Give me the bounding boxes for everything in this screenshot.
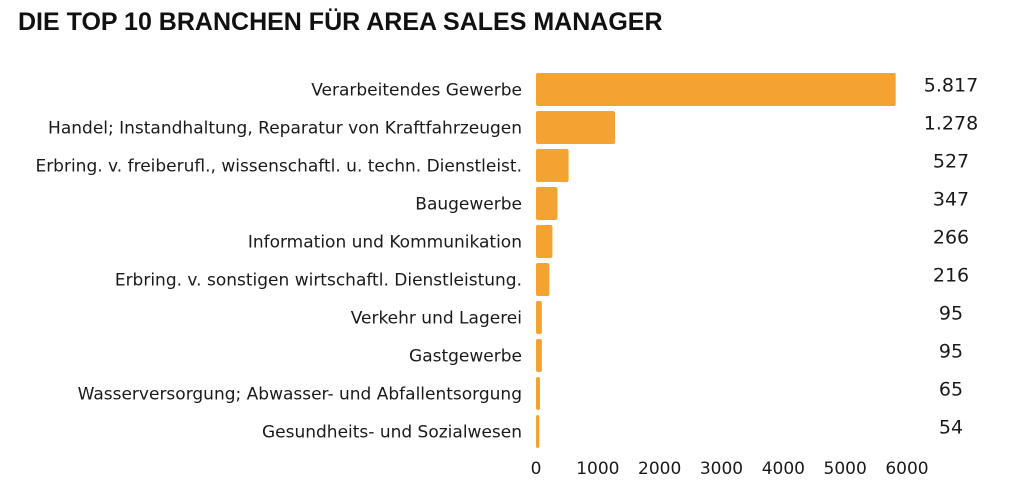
category-label: Verkehr und Lagerei: [351, 309, 522, 329]
category-label: Handel; Instandhaltung, Reparatur von Kr…: [48, 119, 522, 139]
bar: [536, 377, 541, 410]
category-label: Erbring. v. freiberufl., wissenschaftl. …: [35, 157, 522, 177]
bar: [536, 225, 553, 258]
x-tick-label: 0: [531, 459, 542, 479]
value-label: 266: [933, 227, 969, 249]
x-axis-ticks-group: 0 1000 2000 3000 4000 5000 6000: [531, 459, 929, 479]
category-label: Erbring. v. sonstigen wirtschaftl. Diens…: [115, 271, 522, 291]
x-tick-label: 2000: [638, 459, 681, 479]
bar: [536, 73, 896, 106]
category-label: Wasserversorgung; Abwasser- und Abfallen…: [78, 385, 522, 405]
x-tick-label: 3000: [700, 459, 743, 479]
value-label: 5.817: [924, 75, 978, 97]
bar: [536, 111, 616, 144]
category-labels-group: Verarbeitendes Gewerbe Handel; Instandhal…: [35, 81, 522, 443]
bar: [536, 339, 542, 372]
x-tick-label: 4000: [762, 459, 805, 479]
bar: [536, 263, 550, 296]
value-label: 95: [939, 303, 963, 325]
category-label: Information und Kommunikation: [248, 233, 522, 253]
x-tick-label: 6000: [885, 459, 928, 479]
x-tick-label: 5000: [824, 459, 867, 479]
chart-title: DIE TOP 10 BRANCHEN FÜR AREA SALES MANAG…: [18, 8, 663, 36]
value-label: 54: [939, 417, 963, 439]
value-label: 95: [939, 341, 963, 363]
value-label: 527: [933, 151, 969, 173]
bar: [536, 415, 540, 448]
bar: [536, 149, 569, 182]
category-label: Baugewerbe: [415, 195, 522, 215]
value-labels-group: 5.817 1.278 527 347 266 216 95 95 65 54: [924, 75, 978, 439]
value-label: 1.278: [924, 113, 978, 135]
bar: [536, 187, 558, 220]
x-tick-label: 1000: [576, 459, 619, 479]
bar: [536, 301, 542, 334]
category-label: Verarbeitendes Gewerbe: [311, 81, 522, 101]
value-label: 347: [933, 189, 969, 211]
bars-group: [536, 73, 896, 448]
value-label: 216: [933, 265, 969, 287]
category-label: Gesundheits- und Sozialwesen: [262, 423, 522, 443]
value-label: 65: [939, 379, 963, 401]
category-label: Gastgewerbe: [409, 347, 522, 367]
